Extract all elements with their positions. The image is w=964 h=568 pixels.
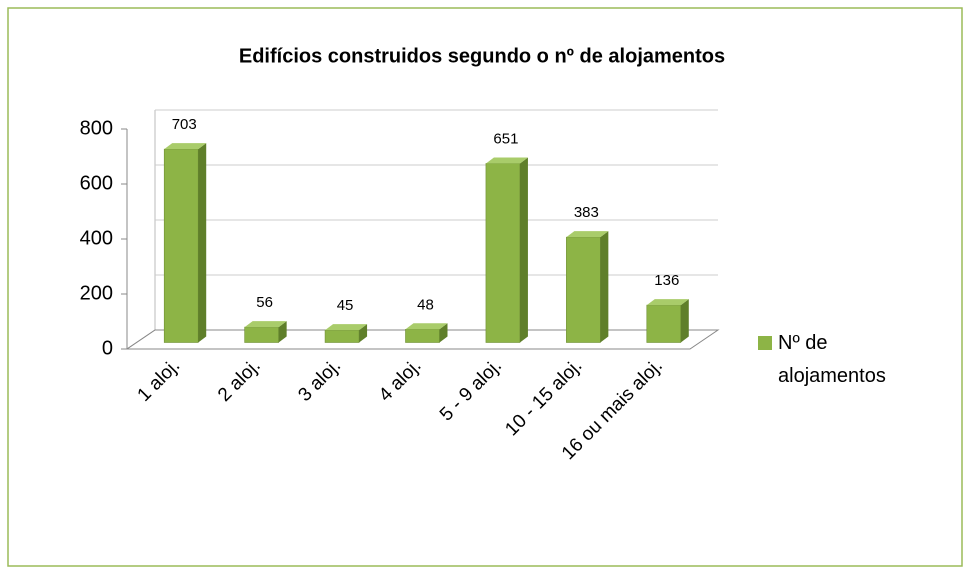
bar-top: [485, 157, 528, 164]
legend: Nº de alojamentos: [758, 327, 958, 393]
bar-side: [600, 231, 609, 343]
y-tick-label: 800: [80, 117, 113, 139]
bar: [324, 324, 368, 343]
data-label: 48: [417, 296, 434, 313]
bar-top: [244, 321, 287, 328]
data-label: 136: [654, 272, 679, 289]
bar-top: [405, 323, 448, 330]
bar-side: [278, 321, 287, 343]
bar-side: [519, 157, 528, 343]
y-tick-label: 600: [80, 172, 113, 194]
bar-side: [680, 299, 689, 343]
floor: [125, 329, 720, 350]
legend-label: Nº de alojamentos: [778, 332, 886, 387]
bar-front: [485, 163, 521, 343]
bar: [163, 143, 207, 343]
bar: [566, 231, 609, 343]
bar-front: [646, 304, 682, 343]
bar: [646, 299, 689, 343]
bar-front: [244, 326, 279, 343]
bar-side: [198, 143, 207, 343]
data-label: 703: [172, 116, 197, 133]
bar-front: [163, 148, 199, 343]
bar: [485, 157, 528, 343]
chart-title: Edifícios construidos segundo o nº de al…: [239, 45, 725, 67]
data-label: 651: [493, 130, 518, 147]
bar-front: [324, 329, 360, 343]
bar-top: [325, 324, 368, 331]
bar-front: [405, 328, 440, 343]
data-label: 45: [337, 297, 354, 314]
bar-top: [646, 299, 689, 306]
bar-top: [566, 231, 609, 238]
data-label: 56: [256, 294, 273, 311]
bar: [244, 321, 287, 343]
bar: [405, 323, 448, 343]
bar-side: [359, 324, 368, 343]
y-tick-label: 400: [80, 227, 113, 249]
bar-front: [566, 236, 601, 343]
bar-top: [164, 143, 207, 150]
legend-swatch: [758, 336, 772, 350]
y-tick-label: 200: [80, 282, 113, 304]
y-tick-label: 0: [102, 337, 113, 359]
data-label: 383: [574, 204, 599, 221]
bar-side: [439, 323, 448, 343]
chart-frame: [7, 7, 963, 567]
